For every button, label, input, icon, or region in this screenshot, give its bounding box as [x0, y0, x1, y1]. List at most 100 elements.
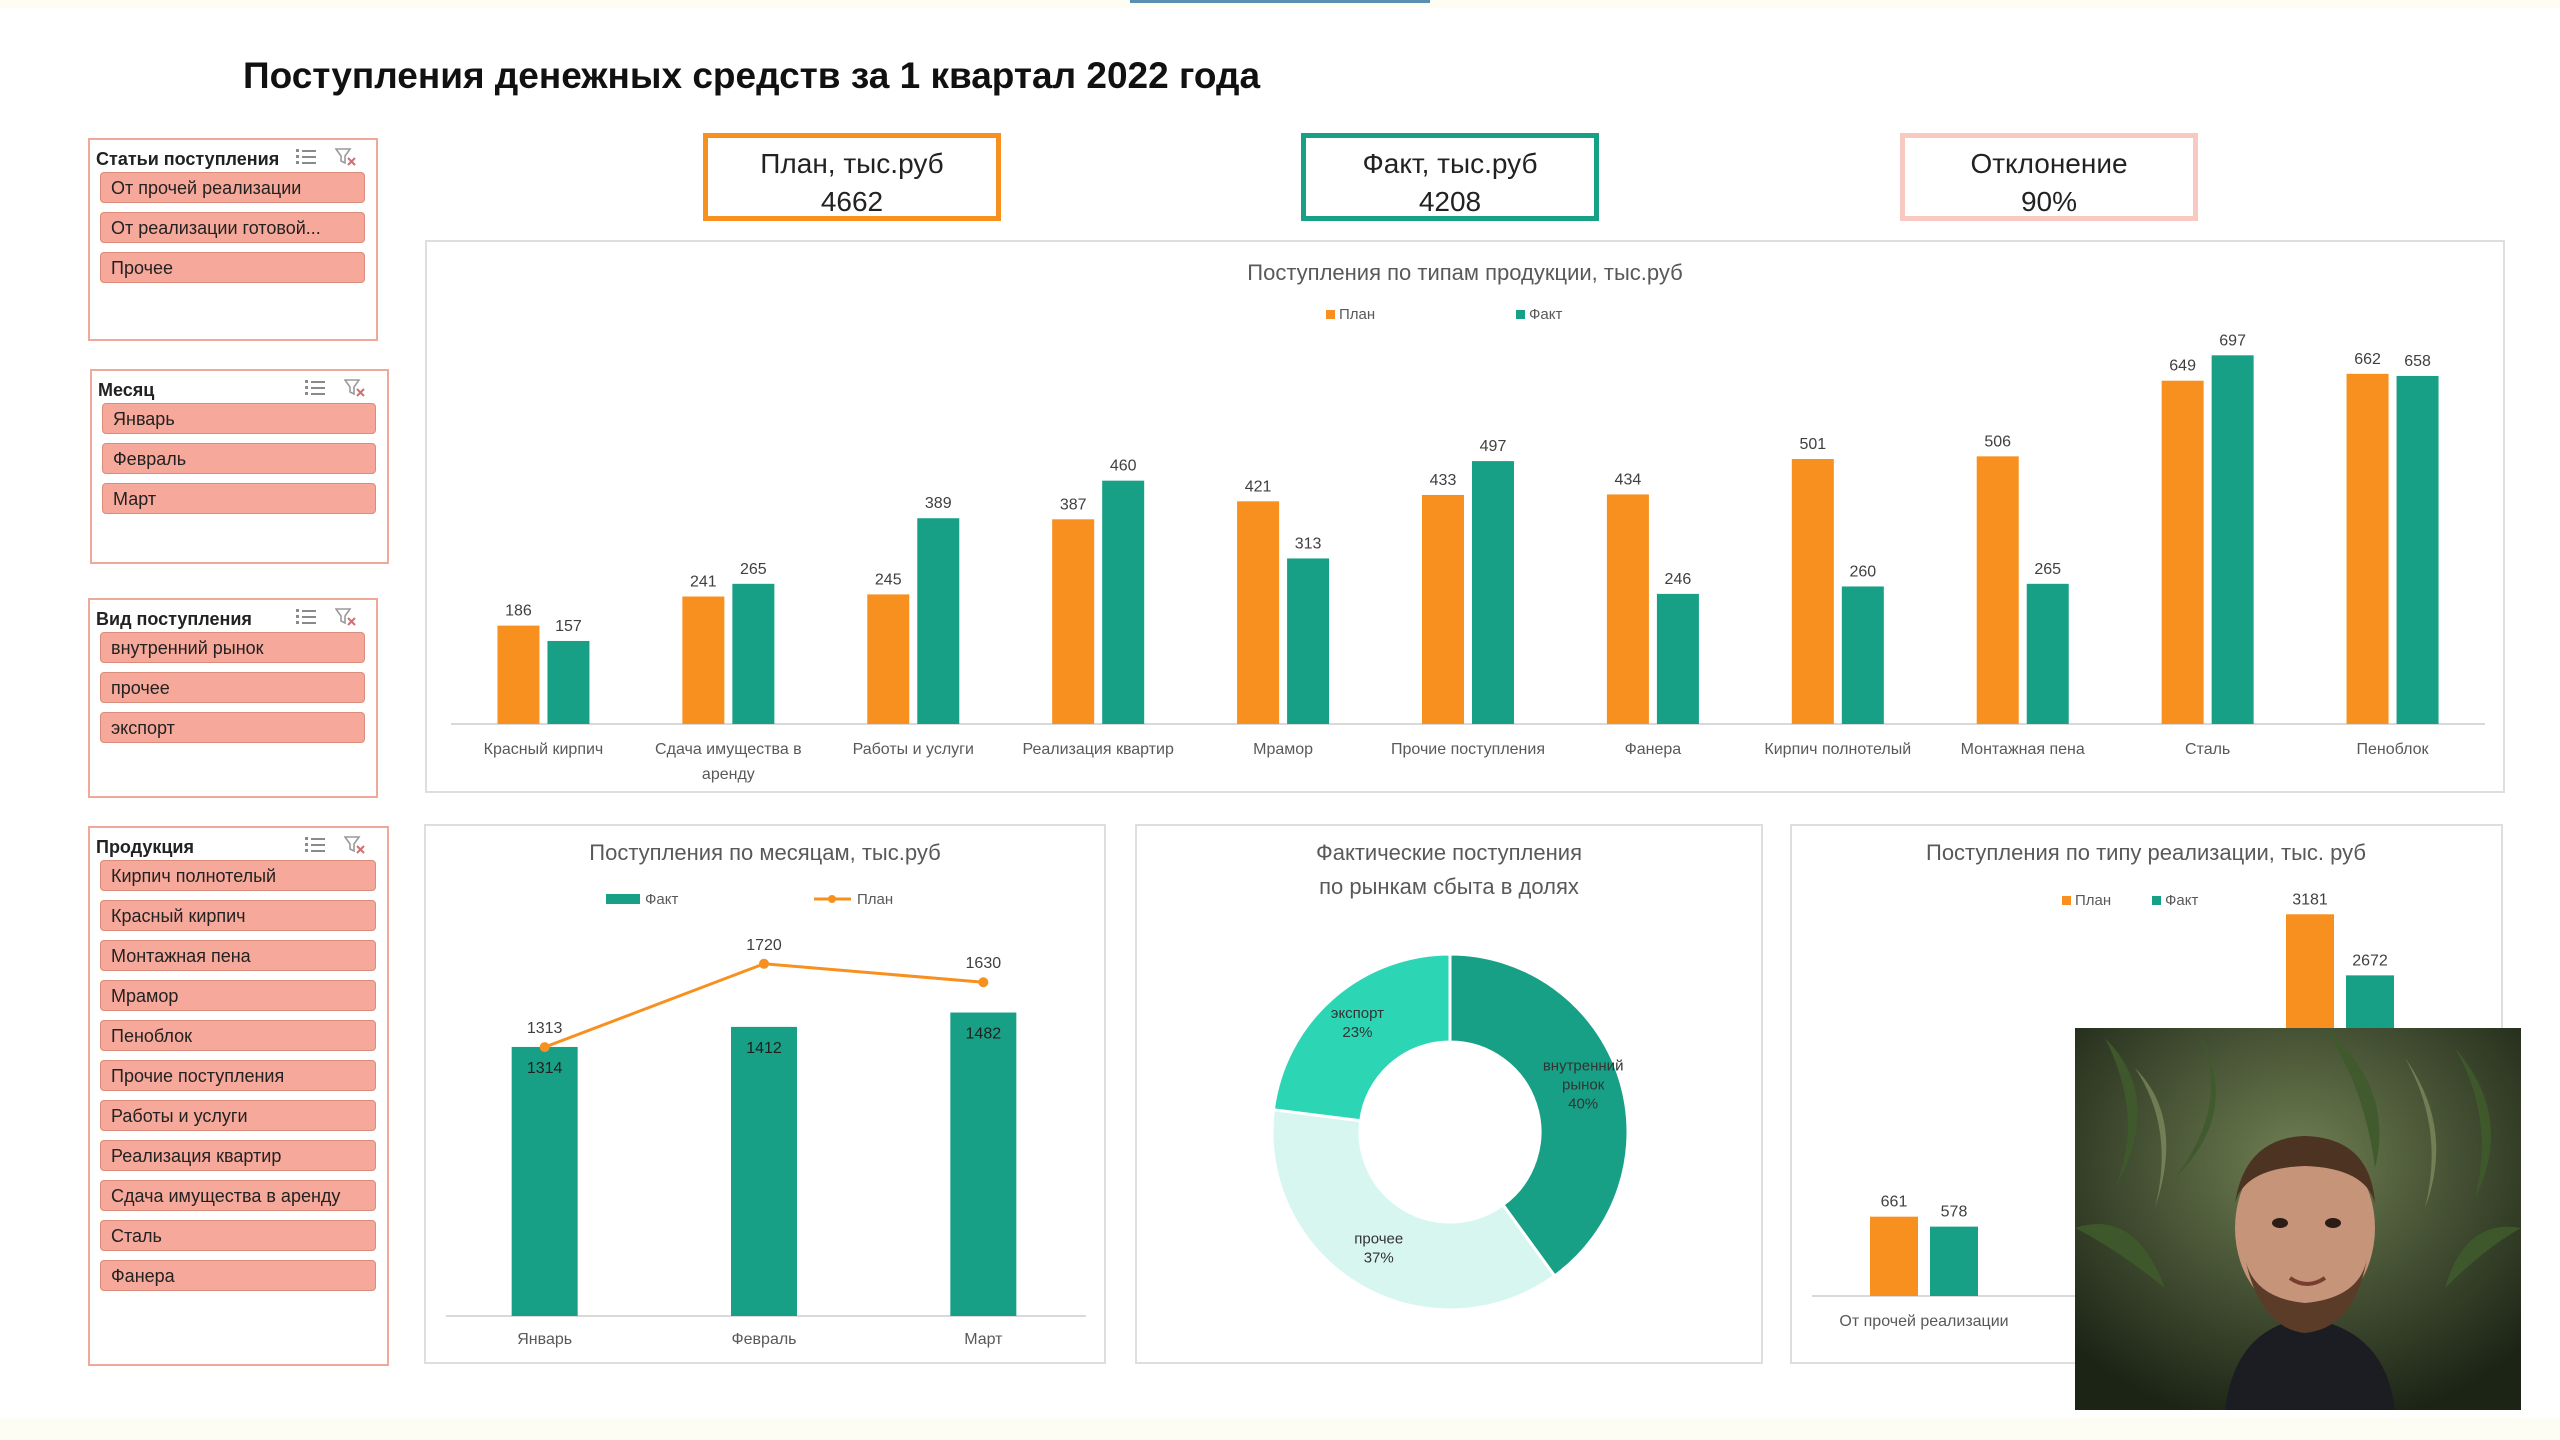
- slicer-item[interactable]: Сдача имущества в аренду: [100, 1180, 376, 1211]
- data-label: 260: [1849, 563, 1876, 580]
- clear-filter-icon[interactable]: [343, 835, 366, 855]
- slicer-item[interactable]: Сталь: [100, 1220, 376, 1251]
- clear-filter-icon[interactable]: [334, 147, 357, 167]
- webcam-image: [2075, 1028, 2521, 1410]
- data-label: 433: [1430, 472, 1457, 489]
- bar-fact: [547, 640, 590, 724]
- category-label: Мрамор: [1253, 741, 1313, 758]
- kpi-plan-label: План, тыс.руб: [760, 148, 944, 179]
- slicer-item[interactable]: От реализации готовой...: [100, 212, 365, 243]
- slicer-item[interactable]: экспорт: [100, 712, 365, 743]
- slice-label: 40%: [1568, 1096, 1598, 1113]
- legend-swatch: [2062, 896, 2071, 905]
- bar-fact: [1930, 1226, 1978, 1296]
- slice-внутренний-рынок: [1448, 952, 1630, 1279]
- bar-fact: [511, 1046, 578, 1316]
- slicer-item[interactable]: Фанера: [100, 1260, 376, 1291]
- bar-plan: [1422, 494, 1464, 724]
- slicer-articles-items: От прочей реализации От реализации готов…: [90, 172, 376, 283]
- slice-label: внутренний: [1543, 1058, 1624, 1075]
- category-label: От прочей реализации: [1839, 1313, 2008, 1330]
- chart-title: Поступления по типу реализации, тыс. руб: [1926, 840, 2366, 865]
- kpi-fact-card: Факт, тыс.руб 4208: [1301, 133, 1599, 221]
- bar-plan: [1870, 1216, 1918, 1296]
- chart-markets: Фактические поступления по рынкам сбыта в…: [1270, 840, 1630, 1312]
- slicer-item[interactable]: Прочее: [100, 252, 365, 283]
- slicer-item[interactable]: Мрамор: [100, 980, 376, 1011]
- clear-filter-icon[interactable]: [343, 378, 366, 398]
- slicer-item[interactable]: Февраль: [102, 443, 376, 474]
- slicer-month-items: Январь Февраль Март: [92, 403, 387, 514]
- data-label: 1720: [746, 937, 782, 954]
- data-label: 246: [1665, 571, 1692, 588]
- bar-fact: [1472, 461, 1514, 724]
- category-label: Прочие поступления: [1391, 741, 1545, 758]
- slicer-item[interactable]: От прочей реализации: [100, 172, 365, 203]
- slicer-item[interactable]: Кирпич полнотелый: [100, 860, 376, 891]
- data-label: 387: [1060, 496, 1087, 513]
- slicer-item[interactable]: Март: [102, 483, 376, 514]
- data-label: 389: [925, 495, 952, 512]
- bar-fact: [1287, 558, 1330, 724]
- bar-fact: [732, 583, 775, 724]
- legend-swatch: [1326, 310, 1335, 319]
- multi-select-icon[interactable]: [304, 378, 326, 398]
- slicer-kind: Вид поступления внутренний рынок прочее …: [88, 598, 378, 798]
- legend-label: План: [857, 891, 893, 908]
- data-label: 506: [1984, 433, 2011, 450]
- slicer-item[interactable]: Пеноблок: [100, 1020, 376, 1051]
- data-label: 658: [2404, 353, 2431, 370]
- kpi-deviation-card: Отклонение 90%: [1900, 133, 2198, 221]
- slicer-item[interactable]: Январь: [102, 403, 376, 434]
- bar-plan: [1606, 494, 1649, 724]
- slice-label: рынок: [1562, 1077, 1605, 1094]
- category-label: Февраль: [731, 1331, 796, 1348]
- multi-select-icon[interactable]: [304, 835, 326, 855]
- legend-label: План: [2075, 892, 2111, 909]
- kpi-fact-value: 4208: [1418, 186, 1482, 217]
- plan-point: [759, 958, 769, 969]
- bar-plan: [682, 596, 725, 724]
- slicer-month-title: Месяц: [98, 380, 155, 400]
- slice-label: прочее: [1354, 1231, 1403, 1248]
- bar-fact: [731, 1026, 797, 1316]
- slicer-kind-items: внутренний рынок прочее экспорт: [90, 632, 376, 743]
- data-label: 1313: [527, 1020, 563, 1037]
- multi-select-icon[interactable]: [295, 607, 317, 627]
- slicer-products: Продукция Кирпич полнотелый Красный кирп…: [88, 826, 389, 1366]
- bar-plan: [497, 625, 540, 724]
- slicer-articles-header: Статьи поступления: [90, 140, 376, 172]
- slicer-item[interactable]: внутренний рынок: [100, 632, 365, 663]
- data-label: 1630: [966, 955, 1002, 972]
- data-label: 649: [2169, 358, 2196, 375]
- data-label: 497: [1480, 438, 1507, 455]
- slice-экспорт: [1271, 952, 1452, 1123]
- slicer-item[interactable]: Реализация квартир: [100, 1140, 376, 1171]
- bar-fact: [2211, 355, 2254, 724]
- slicer-item[interactable]: Красный кирпич: [100, 900, 376, 931]
- bar-fact: [1102, 480, 1145, 724]
- kpi-fact-label: Факт, тыс.руб: [1362, 148, 1538, 179]
- slicer-item[interactable]: Прочие поступления: [100, 1060, 376, 1091]
- multi-select-icon[interactable]: [295, 147, 317, 167]
- chart-products-panel: Поступления по типам продукции, тыс.руб П…: [425, 240, 2505, 793]
- slicer-articles: Статьи поступления От прочей реализации …: [88, 138, 378, 341]
- bar-plan: [2161, 380, 2204, 724]
- category-label: Красный кирпич: [484, 741, 604, 758]
- window-top-accent: [1130, 0, 1430, 3]
- bar-fact: [917, 518, 960, 724]
- slicer-kind-header: Вид поступления: [90, 600, 376, 632]
- slicer-item[interactable]: Работы и услуги: [100, 1100, 376, 1131]
- data-label: 421: [1245, 478, 1272, 495]
- data-label: 1482: [966, 1026, 1002, 1043]
- plan-point: [978, 977, 989, 988]
- category-label: Монтажная пена: [1961, 741, 2085, 758]
- chart-products: Поступления по типам продукции, тыс.руб П…: [451, 260, 2485, 783]
- slicer-item[interactable]: прочее: [100, 672, 365, 703]
- chart-markets-panel: Фактические поступления по рынкам сбыта в…: [1135, 824, 1763, 1364]
- slicer-item[interactable]: Монтажная пена: [100, 940, 376, 971]
- clear-filter-icon[interactable]: [334, 607, 357, 627]
- bar-plan: [1052, 519, 1095, 724]
- webcam-overlay: [2075, 1028, 2521, 1410]
- bar-plan: [1976, 456, 2019, 724]
